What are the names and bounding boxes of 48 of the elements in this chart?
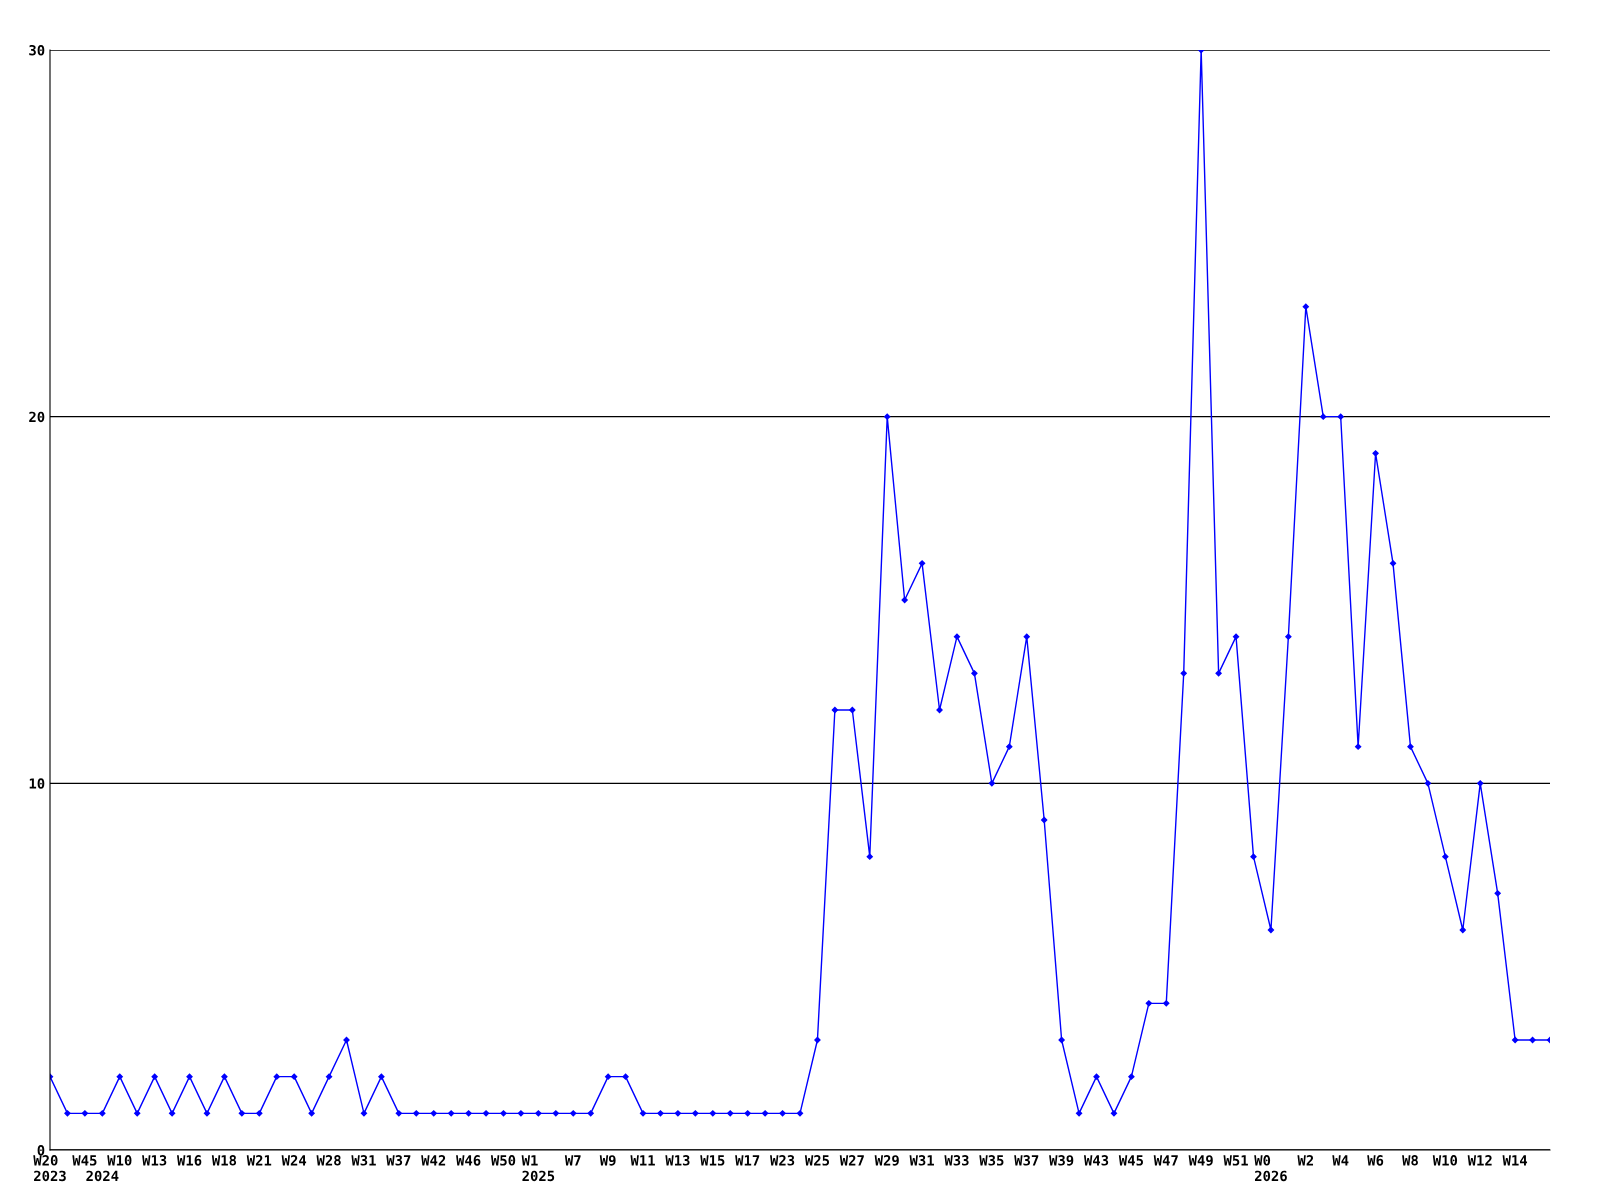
x-tick-label: W29 (874, 1155, 899, 1166)
x-tick-label: W49 (1188, 1155, 1213, 1166)
x-tick-label: W24 (281, 1155, 307, 1166)
x-tick-label: W31 (909, 1155, 934, 1166)
x-tick-label: W13 (665, 1155, 690, 1166)
x-tick-label: W14 (1502, 1155, 1528, 1166)
x-tick-label: W51 (1223, 1155, 1248, 1166)
x-tick-label: W11 (630, 1155, 655, 1166)
x-tick-label: W13 (142, 1155, 167, 1166)
x-tick-label: W17 (735, 1155, 760, 1166)
x-tick-label: W21 (246, 1155, 272, 1166)
x-tick-label: W50 (490, 1155, 516, 1166)
x-tick-label: W9 (599, 1155, 616, 1166)
x-tick-label: W46 (456, 1155, 481, 1166)
x-tick-label: W47 (1153, 1155, 1178, 1166)
x-tick-label: W45 (1118, 1155, 1143, 1166)
x-tick-label: W27 (839, 1155, 864, 1166)
x-tick-label: W7 (564, 1155, 581, 1166)
x-tick-label: W20 2023 (33, 1155, 66, 1182)
x-tick-label: W8 (1402, 1155, 1418, 1166)
x-tick-label: W2 (1297, 1155, 1314, 1166)
x-tick-label: W42 (421, 1155, 446, 1166)
x-tick-label: W15 (700, 1155, 725, 1166)
y-tick-label: 30 (29, 44, 45, 56)
x-tick-label: W28 (316, 1155, 341, 1166)
x-tick-label: W6 (1367, 1155, 1384, 1166)
y-tick-label: 10 (29, 778, 45, 789)
x-tick-label: W16 (176, 1155, 202, 1166)
x-tick-label: W37 (386, 1155, 411, 1166)
x-tick-label: W0 2026 (1254, 1155, 1287, 1182)
x-tick-label: W45 (72, 1155, 97, 1166)
y-tick-label: 0 (37, 1144, 45, 1156)
x-tick-label: 2024 (86, 1170, 119, 1182)
x-tick-label: W39 (1049, 1155, 1074, 1166)
x-tick-label: W10 (1432, 1155, 1458, 1166)
x-tick-label: W10 (107, 1155, 132, 1166)
x-tick-label: W37 (1014, 1155, 1039, 1166)
y-tick-label: 20 (29, 411, 45, 423)
x-tick-label: W18 (211, 1155, 237, 1166)
x-tick-label: W12 (1467, 1155, 1492, 1166)
x-tick-label: W43 (1083, 1155, 1109, 1166)
x-tick-label: W23 (770, 1155, 795, 1166)
x-tick-label: W4 (1332, 1155, 1349, 1166)
x-tick-label: W31 (351, 1155, 376, 1166)
x-tick-label: W35 (979, 1155, 1004, 1166)
x-tick-label: W25 (804, 1155, 830, 1166)
x-tick-label: W1 2025 (521, 1155, 555, 1182)
x-tick-label: W33 (944, 1155, 969, 1166)
